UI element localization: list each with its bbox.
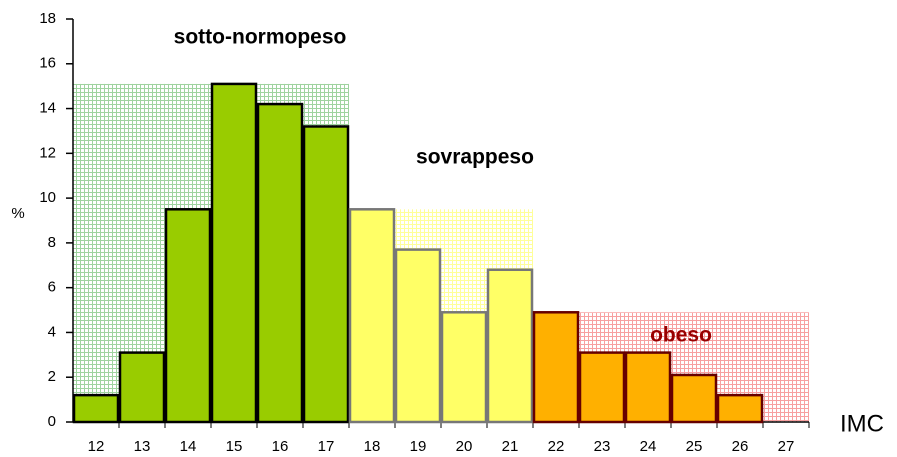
y-tick-label: 14 — [39, 100, 56, 117]
y-axis-label: % — [11, 205, 24, 222]
bar — [210, 82, 258, 424]
bar — [624, 351, 672, 424]
x-axis-label: IMC — [840, 410, 884, 437]
x-tick-label: 16 — [272, 438, 289, 455]
bar — [118, 351, 166, 424]
x-tick-label: 18 — [364, 438, 381, 455]
y-tick-label: 4 — [48, 323, 56, 340]
x-tick-label: 17 — [318, 438, 335, 455]
x-tick-label: 15 — [226, 438, 243, 455]
y-tick-label: 0 — [48, 413, 56, 430]
bar — [532, 311, 580, 424]
bar — [394, 248, 442, 424]
bar — [72, 393, 120, 424]
bar — [348, 208, 396, 424]
x-tick-label: 24 — [640, 438, 657, 455]
bar — [440, 311, 488, 424]
bar — [302, 125, 350, 424]
x-tick-label: 21 — [502, 438, 519, 455]
y-tick-label: 2 — [48, 368, 56, 385]
y-tick-label: 18 — [39, 10, 56, 27]
bar — [716, 393, 764, 424]
y-tick-label: 16 — [39, 55, 56, 72]
y-tick-label: 6 — [48, 279, 56, 296]
x-tick-label: 23 — [594, 438, 611, 455]
group-label: sovrappeso — [416, 146, 534, 169]
bar — [486, 268, 534, 424]
bar — [578, 351, 626, 424]
x-tick-label: 22 — [548, 438, 565, 455]
x-tick-label: 12 — [88, 438, 105, 455]
x-tick-label: 20 — [456, 438, 473, 455]
group-label: obeso — [650, 324, 712, 347]
x-tick-label: 13 — [134, 438, 151, 455]
x-tick-label: 25 — [686, 438, 703, 455]
x-tick-label: 14 — [180, 438, 197, 455]
group-label: sotto-normopeso — [174, 26, 347, 49]
x-tick-label: 26 — [732, 438, 749, 455]
x-tick-label: 27 — [778, 438, 795, 455]
y-tick-label: 10 — [39, 189, 56, 206]
x-tick-label: 19 — [410, 438, 427, 455]
bar — [256, 102, 304, 424]
y-tick-label: 8 — [48, 234, 56, 251]
bar — [670, 373, 718, 424]
bar — [164, 208, 212, 424]
y-tick-label: 12 — [39, 144, 56, 161]
